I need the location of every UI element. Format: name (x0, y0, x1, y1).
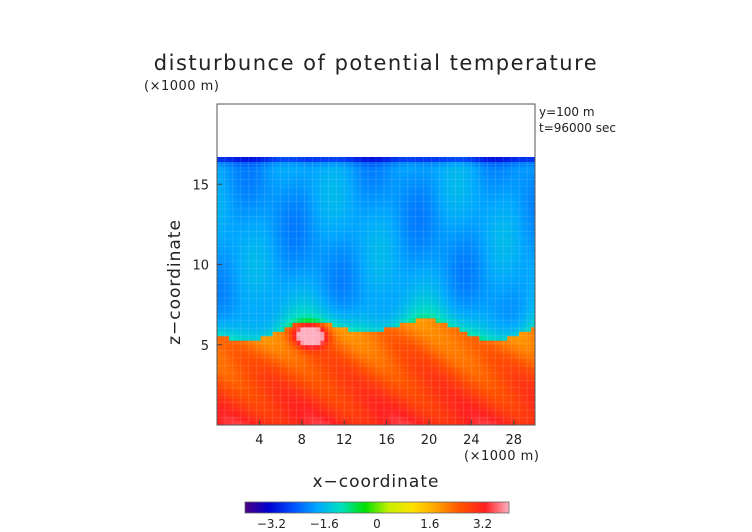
x-axis-label: x−coordinate (313, 472, 440, 492)
colorbar-tick-label: 0 (373, 517, 381, 531)
annotation-y: y=100 m (539, 105, 595, 119)
colorbar-tick-label: −3.2 (257, 517, 286, 531)
contour-grid (217, 156, 535, 425)
heatmap-field (217, 156, 535, 425)
x-tick-label: 8 (298, 433, 306, 448)
x-tick-label: 16 (378, 433, 395, 448)
colorbar-tick-label: 1.6 (420, 517, 439, 531)
chart-title: disturbunce of potential temperature (154, 51, 598, 75)
y-axis-ticks: 5 10 15 (192, 178, 222, 354)
x-tick-label: 20 (421, 433, 438, 448)
colorbar-tick-label: 3.2 (473, 517, 492, 531)
y-unit-label: (×1000 m) (144, 79, 219, 94)
y-tick-label: 5 (201, 339, 209, 354)
annotation-t: t=96000 sec (539, 121, 616, 135)
x-unit-label: (×1000 m) (464, 449, 539, 464)
x-tick-label: 12 (336, 433, 353, 448)
y-axis-label: z−coordinate (165, 219, 185, 345)
x-tick-label: 24 (463, 433, 480, 448)
x-tick-label: 28 (506, 433, 523, 448)
colorbar-ticks: −3.2 −1.6 0 1.6 3.2 (257, 517, 492, 531)
x-axis-ticks: 4 8 12 16 20 24 28 (255, 420, 522, 448)
colorbar-tick-label: −1.6 (310, 517, 339, 531)
colorbar (244, 501, 510, 514)
y-tick-label: 15 (192, 178, 209, 193)
x-tick-label: 4 (255, 433, 263, 448)
y-tick-label: 10 (192, 259, 209, 274)
